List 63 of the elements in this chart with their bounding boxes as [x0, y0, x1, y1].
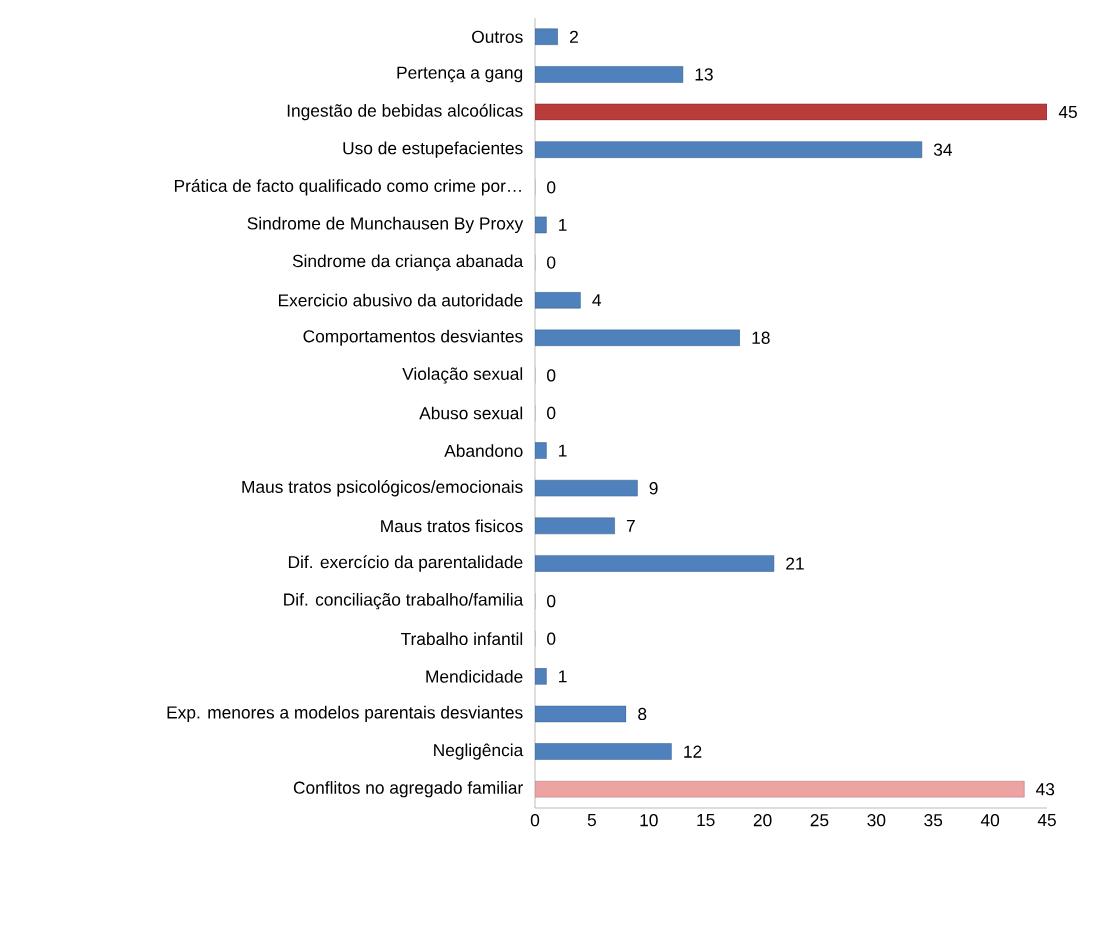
- bar: [535, 479, 638, 497]
- bar: [535, 705, 627, 723]
- y-tick-label: Dif. exercício da parentalidade: [288, 555, 523, 572]
- data-label: 34: [933, 143, 953, 156]
- x-tick-label: 5: [587, 814, 596, 827]
- data-label: 4: [592, 294, 602, 307]
- bar: [535, 743, 672, 760]
- bar: [535, 668, 547, 685]
- y-tick-label: Sindrome da criança abanada: [292, 254, 524, 271]
- bar: [535, 28, 559, 46]
- data-label: 0: [547, 594, 556, 608]
- y-tick-label: Maus tratos fisicos: [381, 519, 523, 533]
- x-tick-label: 0: [530, 814, 540, 827]
- data-label: 12: [684, 745, 702, 758]
- y-tick-label: Prática de facto qualificado como crime por…: [174, 179, 521, 196]
- y-tick-label: Trabalho infantil: [400, 632, 523, 646]
- y-tick-label: Abandono: [444, 444, 523, 457]
- data-label: 0: [547, 369, 556, 382]
- x-tick-label: 40: [980, 814, 1000, 827]
- data-label: 1: [559, 670, 567, 683]
- bar: [535, 780, 1025, 798]
- data-label: 2: [570, 30, 578, 43]
- x-tick-label: 25: [810, 814, 829, 827]
- y-tick-label: Abuso sexual: [419, 406, 523, 420]
- bar: [535, 329, 741, 347]
- y-tick-label: Dif. conciliação trabalho/familia: [284, 592, 524, 610]
- data-label: 0: [547, 256, 556, 269]
- bar: [535, 442, 547, 459]
- data-label: 43: [1036, 783, 1055, 796]
- y-tick-label: Maus tratos psicológicos/emocionais: [242, 480, 523, 497]
- data-label: 7: [626, 519, 635, 532]
- x-tick-label: 35: [924, 814, 943, 827]
- x-tick-label: 10: [640, 814, 658, 827]
- bar: [535, 103, 1048, 121]
- data-label: 8: [638, 707, 647, 721]
- data-label: 1: [559, 218, 567, 231]
- data-label: 13: [695, 68, 713, 81]
- data-label: 0: [547, 406, 556, 420]
- data-label: 0: [547, 632, 556, 645]
- x-tick-label: 45: [1037, 814, 1056, 827]
- y-tick-label: Pertença a gang: [397, 66, 523, 83]
- y-tick-label: Exp. menores a modelos parentais desviantes: [167, 705, 523, 723]
- y-tick-label: Exercicio abusivo da autoridade: [278, 293, 523, 307]
- x-tick-label: 15: [697, 814, 715, 827]
- data-label: 18: [752, 331, 770, 344]
- y-tick-label: Mendicidade: [426, 669, 523, 683]
- y-tick-label: Sindrome de Munchausen By Proxy: [247, 216, 524, 233]
- y-tick-label: Outros: [472, 30, 523, 43]
- x-tick-label: 30: [867, 814, 886, 827]
- data-label: 9: [649, 482, 658, 495]
- y-tick-label: Negligência: [434, 743, 524, 760]
- y-tick-label: Ingestão de bebidas alcoólicas: [287, 103, 523, 121]
- data-label: 45: [1058, 106, 1077, 119]
- y-tick-label: Conflitos no agregado familiar: [293, 781, 523, 798]
- y-tick-label: Uso de estupefacientes: [343, 141, 523, 158]
- data-label: 1: [559, 444, 567, 457]
- data-label: 0: [547, 181, 556, 194]
- bar: [535, 291, 581, 309]
- data-label: 21: [786, 557, 804, 570]
- y-tick-label: Comportamentos desviantes: [303, 329, 523, 346]
- x-tick-label: 20: [753, 814, 772, 827]
- bar: [535, 66, 684, 83]
- y-tick-label: Violação sexual: [402, 367, 523, 384]
